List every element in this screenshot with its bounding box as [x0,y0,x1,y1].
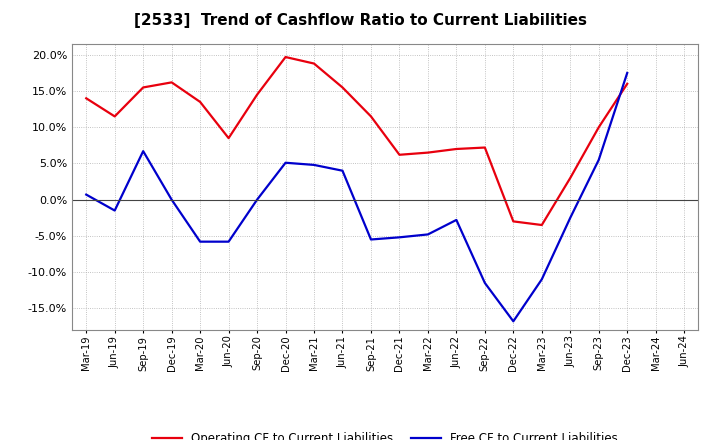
Operating CF to Current Liabilities [423,150,432,155]
Free CF to Current Liabilities [282,160,290,165]
Operating CF to Current Liabilities [225,136,233,141]
Operating CF to Current Liabilities [82,95,91,101]
Free CF to Current Liabilities [452,217,461,223]
Line: Free CF to Current Liabilities: Free CF to Current Liabilities [86,73,627,321]
Operating CF to Current Liabilities [338,85,347,90]
Operating CF to Current Liabilities [452,147,461,152]
Free CF to Current Liabilities [480,280,489,286]
Free CF to Current Liabilities [253,197,261,202]
Free CF to Current Liabilities [623,70,631,76]
Legend: Operating CF to Current Liabilities, Free CF to Current Liabilities: Operating CF to Current Liabilities, Fre… [148,427,623,440]
Free CF to Current Liabilities [110,208,119,213]
Free CF to Current Liabilities [196,239,204,244]
Line: Operating CF to Current Liabilities: Operating CF to Current Liabilities [86,57,627,225]
Free CF to Current Liabilities [595,157,603,162]
Free CF to Current Liabilities [310,162,318,168]
Operating CF to Current Liabilities [253,92,261,97]
Free CF to Current Liabilities [509,319,518,324]
Operating CF to Current Liabilities [566,175,575,180]
Free CF to Current Liabilities [338,168,347,173]
Operating CF to Current Liabilities [139,85,148,90]
Operating CF to Current Liabilities [110,114,119,119]
Free CF to Current Liabilities [537,277,546,282]
Text: [2533]  Trend of Cashflow Ratio to Current Liabilities: [2533] Trend of Cashflow Ratio to Curren… [133,13,587,28]
Operating CF to Current Liabilities [537,222,546,227]
Operating CF to Current Liabilities [509,219,518,224]
Operating CF to Current Liabilities [366,114,375,119]
Operating CF to Current Liabilities [595,125,603,130]
Free CF to Current Liabilities [225,239,233,244]
Free CF to Current Liabilities [139,149,148,154]
Free CF to Current Liabilities [82,192,91,197]
Free CF to Current Liabilities [423,232,432,237]
Operating CF to Current Liabilities [167,80,176,85]
Operating CF to Current Liabilities [623,81,631,87]
Free CF to Current Liabilities [366,237,375,242]
Operating CF to Current Liabilities [480,145,489,150]
Operating CF to Current Liabilities [395,152,404,158]
Free CF to Current Liabilities [566,215,575,220]
Operating CF to Current Liabilities [196,99,204,105]
Free CF to Current Liabilities [167,197,176,202]
Operating CF to Current Liabilities [310,61,318,66]
Operating CF to Current Liabilities [282,55,290,60]
Free CF to Current Liabilities [395,235,404,240]
